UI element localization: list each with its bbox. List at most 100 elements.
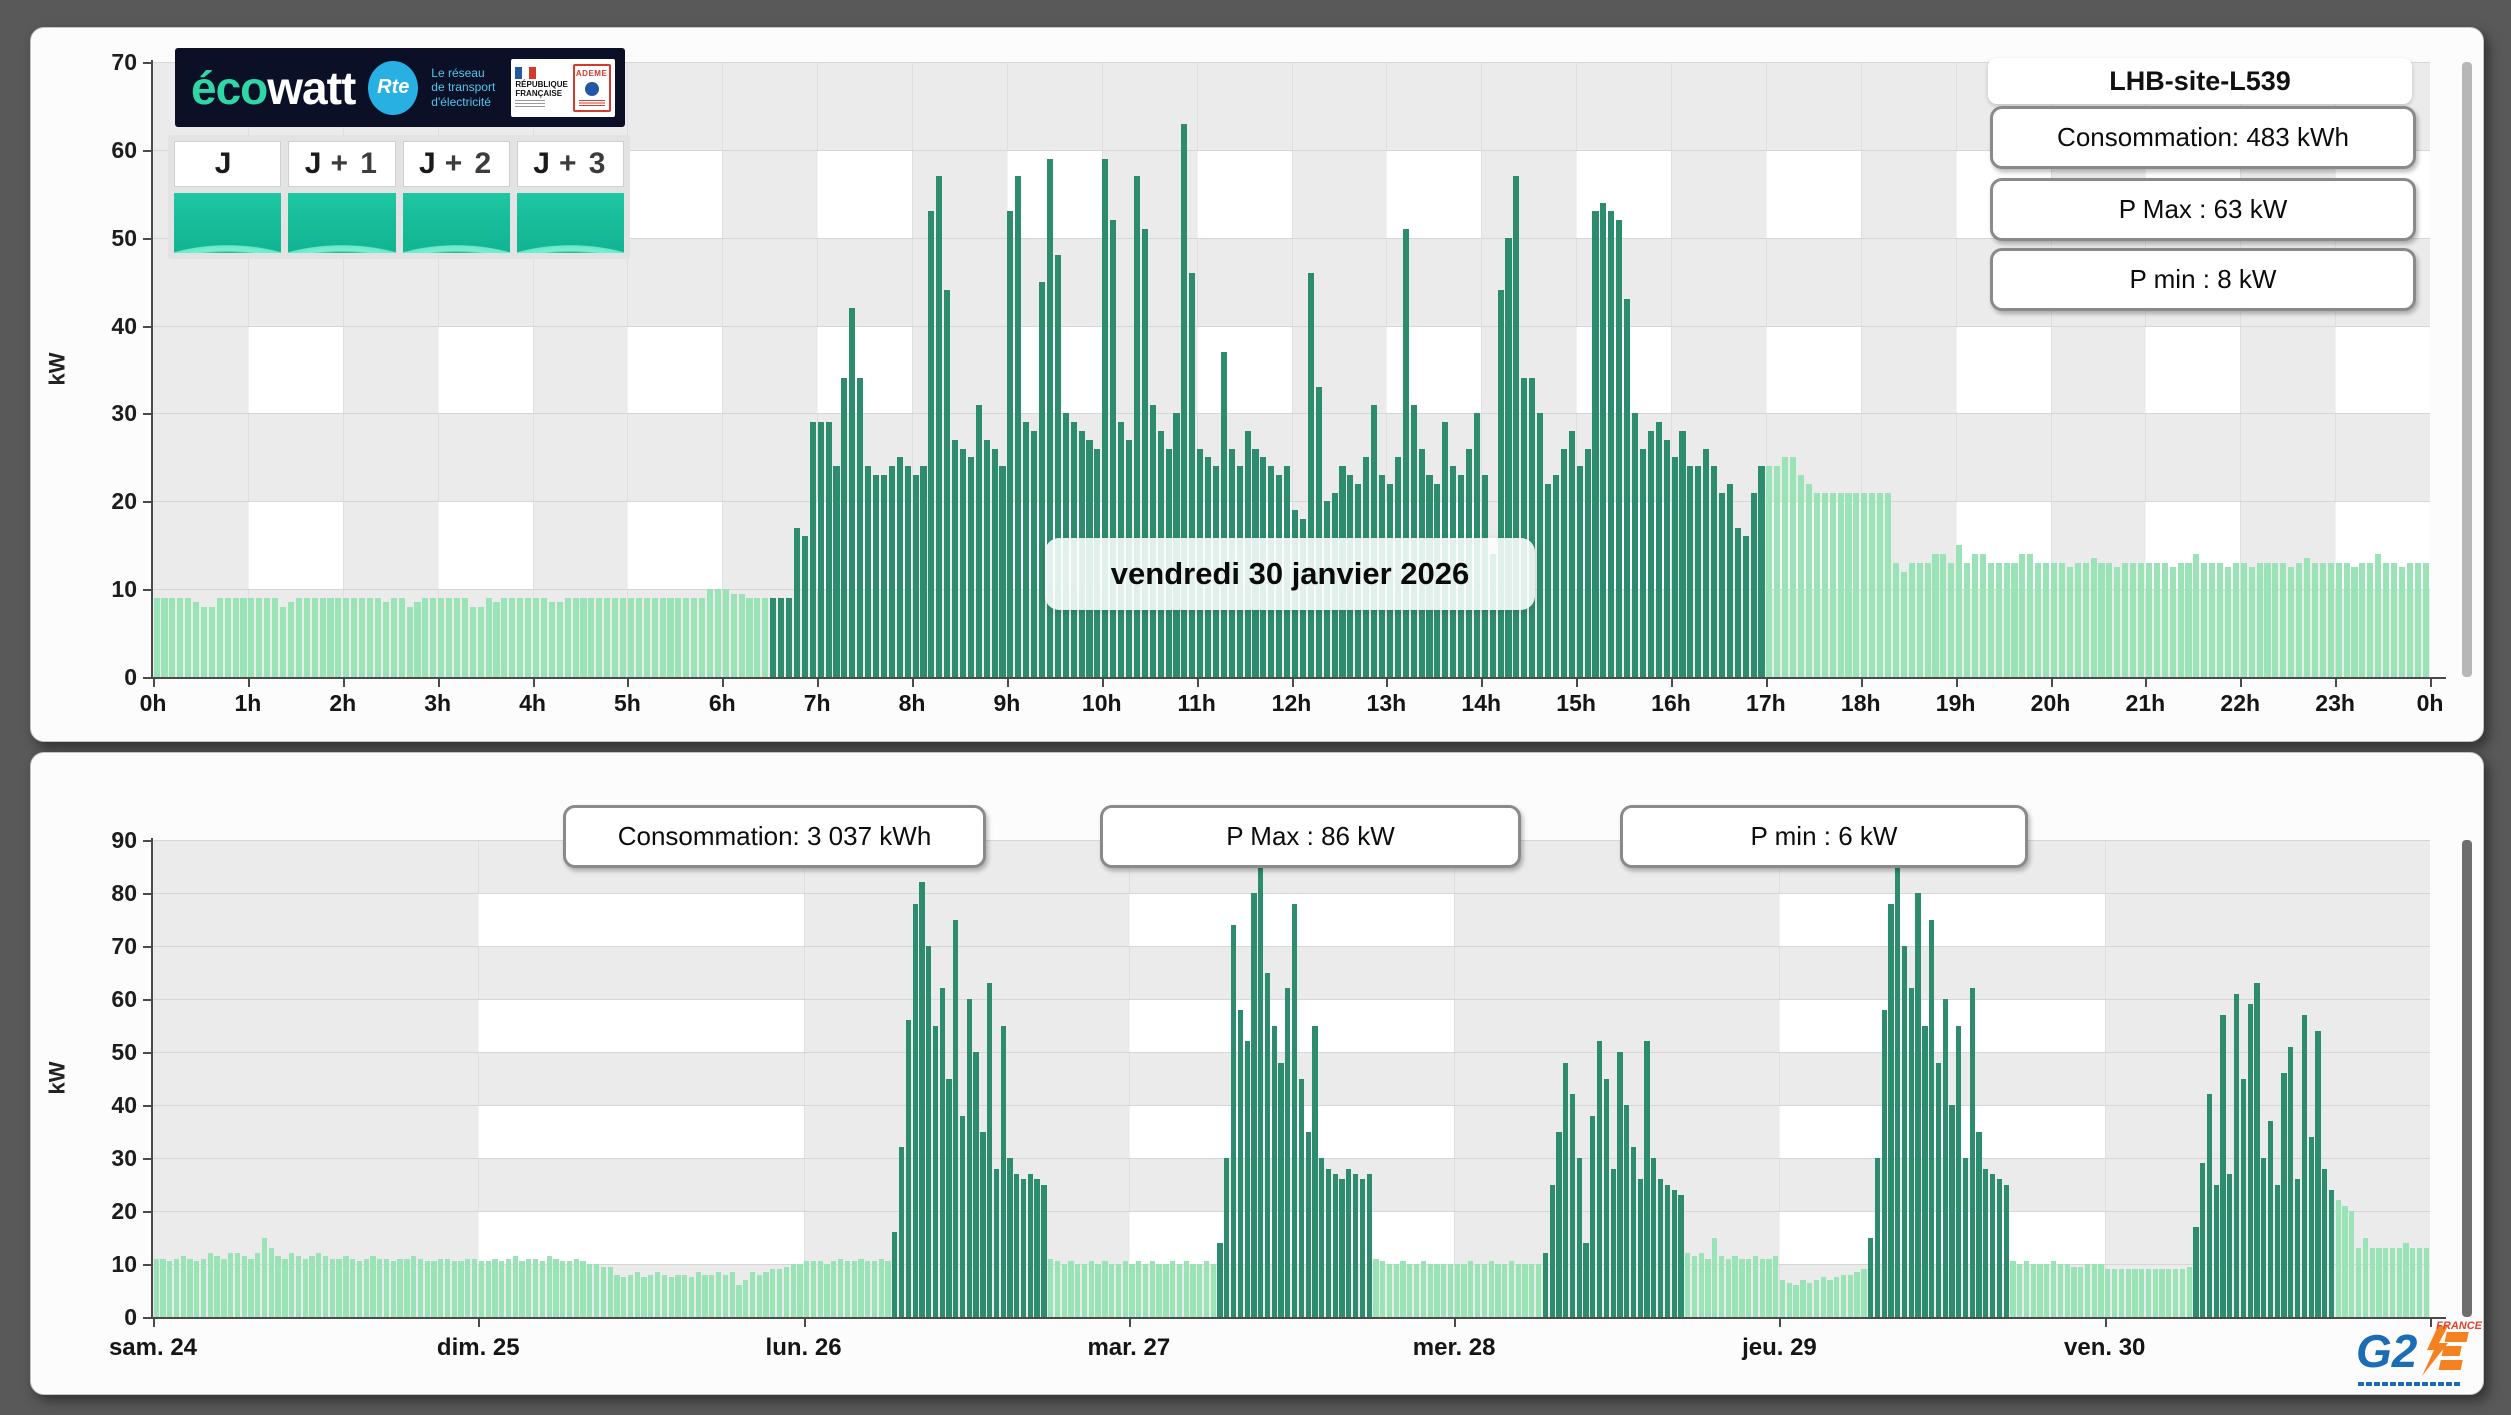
tile-j3[interactable]: J+ 3 (517, 141, 624, 253)
week-bar (296, 1256, 301, 1317)
week-bar (2424, 1248, 2429, 1317)
week-bar (2227, 1174, 2232, 1317)
week-bar (1516, 1264, 1521, 1317)
week-bar (675, 1275, 680, 1317)
day-bar (2122, 563, 2128, 677)
day-bar (1505, 238, 1511, 677)
ecowatt-signal-green-j (174, 193, 281, 253)
day-bar (960, 449, 966, 677)
day-plot-alt-cell (1766, 150, 1861, 238)
day-bar (2399, 567, 2405, 677)
week-bar (1339, 1179, 1344, 1317)
ademe-label: ADEME (576, 69, 607, 78)
week-bar (980, 1132, 985, 1318)
day-bar (335, 598, 341, 677)
day-bar (2170, 567, 2176, 677)
week-bar (377, 1259, 382, 1317)
day-bar (185, 598, 191, 677)
week-bar (1509, 1261, 1514, 1317)
week-bar (472, 1259, 477, 1317)
day-bar (739, 594, 745, 677)
day-bar (1585, 449, 1591, 677)
day-bar (264, 598, 270, 677)
week-bar (201, 1259, 206, 1317)
forecast-tiles: J J+ 1 J+ 2 J+ 3 (168, 135, 630, 259)
day-bar (2091, 558, 2097, 677)
day-y-axis (151, 60, 153, 679)
day-scrollbar[interactable] (2462, 62, 2472, 677)
week-bar (946, 1079, 951, 1318)
week-bar (1007, 1158, 1012, 1317)
day-bar (1316, 387, 1322, 677)
day-bar (407, 607, 413, 677)
day-bar (2288, 567, 2294, 677)
week-bar (1150, 1261, 1155, 1317)
day-bar (2257, 563, 2263, 677)
week-bar (960, 1116, 965, 1317)
week-bar (892, 1232, 897, 1317)
day-bar (667, 598, 673, 677)
week-bar (2234, 994, 2239, 1317)
day-bar (1624, 299, 1630, 677)
week-bar (1475, 1264, 1480, 1317)
week-bar (2098, 1264, 2103, 1317)
day-x-tick-label: 0h (98, 690, 208, 717)
day-bar (715, 589, 721, 677)
day-plot-alt-cell (1766, 326, 1861, 414)
week-bar (1258, 861, 1263, 1317)
week-bar (1909, 988, 1914, 1317)
week-bar (736, 1285, 741, 1317)
week-y-tick-label: 60 (75, 985, 137, 1013)
week-bar (770, 1269, 775, 1317)
day-bar (1221, 352, 1227, 677)
week-bar (1055, 1261, 1060, 1317)
day-y-axis-unit: kW (45, 352, 71, 385)
week-bar (445, 1259, 450, 1317)
day-bar (2407, 563, 2413, 677)
week-bar (1590, 1116, 1595, 1317)
week-bar (1624, 1105, 1629, 1317)
day-pmax-stat: P Max : 63 kW (1990, 178, 2416, 241)
week-bar (364, 1259, 369, 1317)
week-bar (1882, 1010, 1887, 1317)
day-bar (240, 598, 246, 677)
tile-j2[interactable]: J+ 2 (403, 141, 510, 253)
day-bar (1592, 211, 1598, 677)
week-bar (1685, 1253, 1690, 1317)
republique-label: RÉPUBLIQUEFRANÇAISE (515, 81, 567, 98)
week-bar (1224, 1158, 1229, 1317)
week-bar (1285, 988, 1290, 1317)
day-bar (1853, 493, 1859, 678)
week-bar (1102, 1261, 1107, 1317)
week-bar (2153, 1269, 2158, 1317)
day-y-tick-label: 70 (75, 48, 137, 76)
week-scrollbar[interactable] (2462, 840, 2472, 1317)
week-bar (1021, 1179, 1026, 1317)
day-x-tick (1861, 679, 1863, 687)
week-bar (1732, 1256, 1737, 1317)
week-bar (899, 1147, 904, 1317)
day-x-tick (627, 679, 629, 687)
week-bar (1156, 1264, 1161, 1317)
day-bar (1561, 449, 1567, 677)
week-bar (2397, 1248, 2402, 1317)
week-x-tick (2105, 1319, 2107, 1327)
week-y-tick (143, 1052, 151, 1054)
week-y-axis-unit: kW (45, 1061, 71, 1094)
tile-j-label: J (174, 141, 281, 187)
week-bar (1489, 1261, 1494, 1317)
tile-j1[interactable]: J+ 1 (288, 141, 395, 253)
day-bar (486, 598, 492, 677)
week-y-tick-label: 20 (75, 1197, 137, 1225)
week-y-tick (143, 1317, 151, 1319)
week-plot-alt-cell (478, 1211, 803, 1264)
ademe-globe-icon (585, 82, 599, 96)
ecowatt-signal-green-j1 (288, 193, 395, 253)
week-bar (967, 999, 972, 1317)
tile-j[interactable]: J (174, 141, 281, 253)
week-bar (567, 1261, 572, 1317)
week-bar (1983, 1169, 1988, 1317)
day-bar (849, 308, 855, 677)
week-bar (608, 1267, 613, 1317)
day-bar (1830, 493, 1836, 678)
